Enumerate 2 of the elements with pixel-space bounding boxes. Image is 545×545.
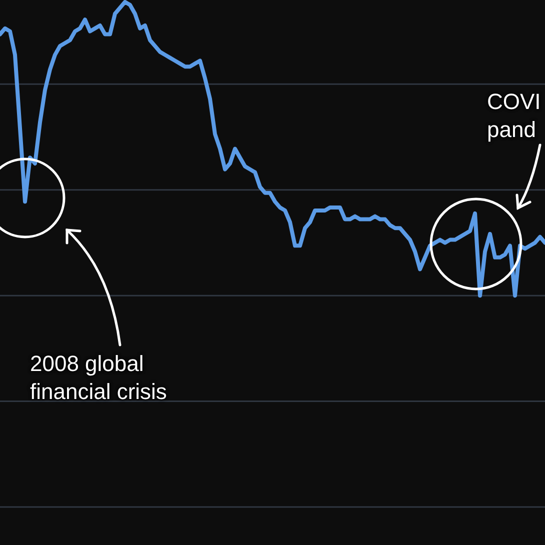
text: 2008 global financial crisis	[30, 350, 167, 406]
annotation: COVI pand	[487, 88, 541, 144]
